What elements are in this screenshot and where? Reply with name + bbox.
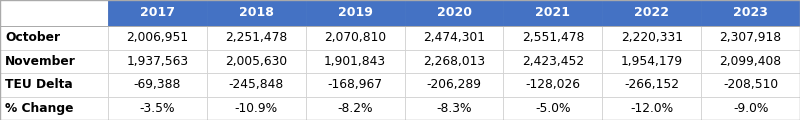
Text: -208,510: -208,510	[723, 78, 778, 91]
Text: 2021: 2021	[535, 6, 570, 19]
Text: -69,388: -69,388	[134, 78, 181, 91]
Bar	[503, 26, 602, 49]
Bar	[207, 26, 306, 49]
Text: 2017: 2017	[140, 6, 175, 19]
Text: 2019: 2019	[338, 6, 373, 19]
Text: % Change: % Change	[5, 102, 74, 115]
Bar	[207, 73, 306, 96]
Text: 2,251,478: 2,251,478	[225, 31, 287, 44]
Text: -8.2%: -8.2%	[338, 102, 373, 115]
Bar	[701, 49, 800, 73]
Text: 2,268,013: 2,268,013	[423, 55, 485, 68]
Text: 2,070,810: 2,070,810	[324, 31, 386, 44]
Bar	[602, 0, 701, 26]
Bar	[701, 0, 800, 26]
Bar	[602, 49, 701, 73]
Text: 2,474,301: 2,474,301	[423, 31, 485, 44]
Bar	[306, 73, 405, 96]
Text: -8.3%: -8.3%	[436, 102, 472, 115]
Text: -9.0%: -9.0%	[733, 102, 768, 115]
Text: -266,152: -266,152	[624, 78, 679, 91]
Bar	[405, 96, 503, 120]
Bar	[701, 96, 800, 120]
Bar	[0, 73, 108, 96]
Text: -206,289: -206,289	[426, 78, 482, 91]
Bar	[405, 49, 503, 73]
Text: -245,848: -245,848	[229, 78, 284, 91]
Text: 1,901,843: 1,901,843	[324, 55, 386, 68]
Text: 2020: 2020	[437, 6, 471, 19]
Text: -168,967: -168,967	[328, 78, 382, 91]
Text: 2023: 2023	[733, 6, 768, 19]
Text: 2,099,408: 2,099,408	[719, 55, 782, 68]
Bar	[207, 49, 306, 73]
Bar	[108, 49, 207, 73]
Bar	[306, 0, 405, 26]
Text: 2,551,478: 2,551,478	[522, 31, 584, 44]
Bar	[0, 0, 108, 26]
Bar	[602, 26, 701, 49]
Bar	[108, 26, 207, 49]
Bar	[108, 0, 207, 26]
Text: TEU Delta: TEU Delta	[5, 78, 73, 91]
Bar	[701, 26, 800, 49]
Bar	[306, 26, 405, 49]
Text: 2,423,452: 2,423,452	[522, 55, 584, 68]
Bar	[306, 96, 405, 120]
Text: -3.5%: -3.5%	[140, 102, 175, 115]
Bar	[602, 96, 701, 120]
Text: -128,026: -128,026	[526, 78, 580, 91]
Bar	[207, 96, 306, 120]
Bar	[405, 73, 503, 96]
Text: 1,937,563: 1,937,563	[126, 55, 189, 68]
Text: 2,006,951: 2,006,951	[126, 31, 189, 44]
Bar	[306, 49, 405, 73]
Text: 2022: 2022	[634, 6, 670, 19]
Text: 2,220,331: 2,220,331	[621, 31, 682, 44]
Bar	[0, 26, 108, 49]
Text: November: November	[5, 55, 76, 68]
Bar	[701, 73, 800, 96]
Bar	[0, 49, 108, 73]
Bar	[503, 96, 602, 120]
Bar	[602, 73, 701, 96]
Bar	[0, 96, 108, 120]
Text: October: October	[5, 31, 60, 44]
Text: 1,954,179: 1,954,179	[621, 55, 682, 68]
Text: 2018: 2018	[239, 6, 274, 19]
Text: -10.9%: -10.9%	[234, 102, 278, 115]
Text: -12.0%: -12.0%	[630, 102, 674, 115]
Text: -5.0%: -5.0%	[535, 102, 570, 115]
Bar	[207, 0, 306, 26]
Bar	[108, 96, 207, 120]
Bar	[405, 0, 503, 26]
Bar	[503, 49, 602, 73]
Text: 2,307,918: 2,307,918	[719, 31, 782, 44]
Bar	[503, 0, 602, 26]
Text: 2,005,630: 2,005,630	[226, 55, 287, 68]
Bar	[503, 73, 602, 96]
Bar	[405, 26, 503, 49]
Bar	[108, 73, 207, 96]
